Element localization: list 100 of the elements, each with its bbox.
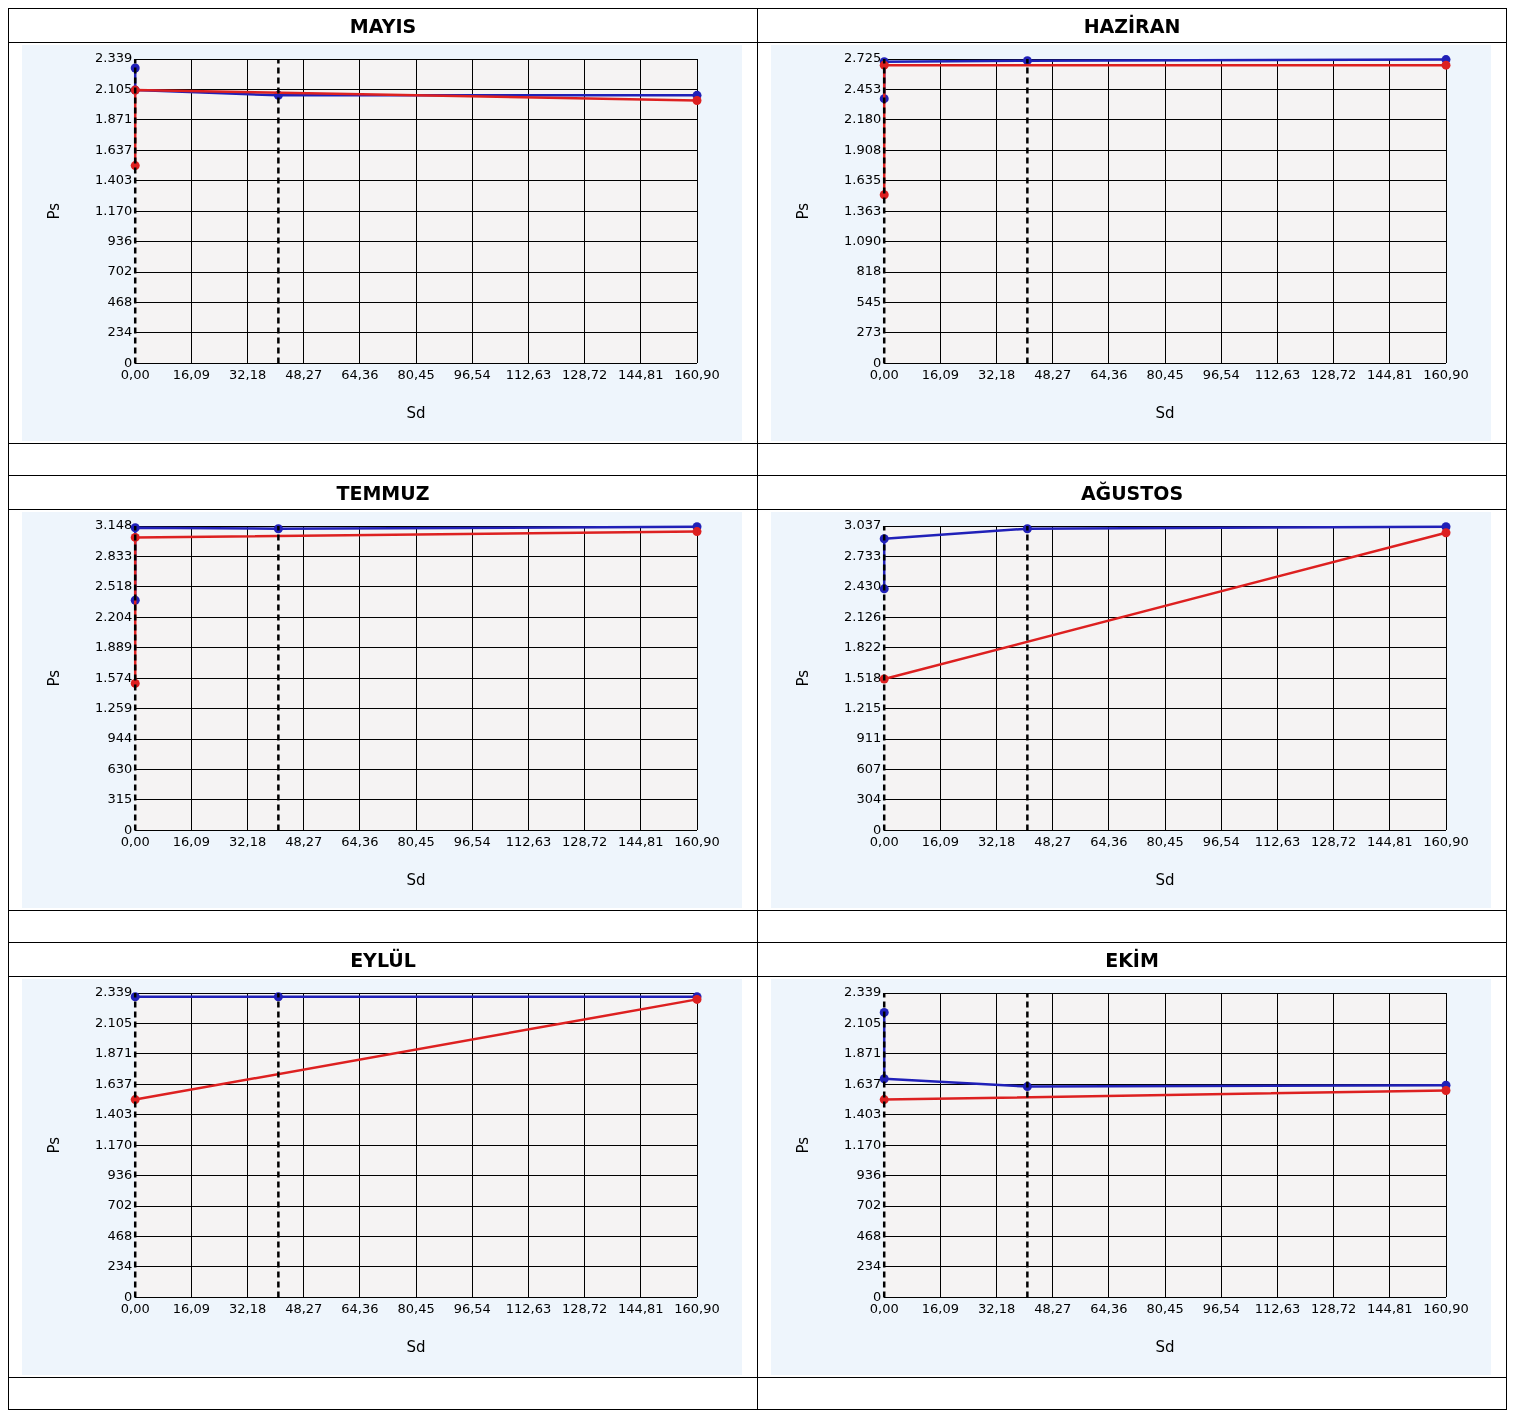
x-tick-label: 16,09 (921, 833, 959, 849)
x-tick-label: 96,54 (453, 1300, 491, 1316)
x-tick-label: 48,27 (285, 366, 323, 382)
x-tick-label: 48,27 (1034, 366, 1072, 382)
x-tick-label: 80,45 (1146, 366, 1184, 382)
x-tick-label: 112,63 (505, 833, 552, 849)
y-tick-label: 1.574 (95, 669, 133, 685)
x-tick-label: 64,36 (341, 1300, 379, 1316)
y-tick-label: 630 (107, 760, 133, 776)
y-tick-label: 2.339 (844, 984, 882, 1000)
y-tick-label: 2.833 (95, 547, 133, 563)
x-tick-label: 64,36 (341, 833, 379, 849)
y-tick-label: 1.170 (95, 202, 133, 218)
x-tick-label: 160,90 (674, 366, 720, 382)
y-tick-label: 1.637 (95, 141, 133, 157)
x-tick-label: 96,54 (453, 366, 491, 382)
x-tick-label: 160,90 (1423, 366, 1469, 382)
y-axis-title: Ps (793, 669, 812, 687)
x-tick-label: 48,27 (285, 833, 323, 849)
x-tick-label: 64,36 (1090, 366, 1128, 382)
x-tick-label: 96,54 (1202, 1300, 1240, 1316)
x-tick-label: 80,45 (397, 366, 435, 382)
x-tick-label: 32,18 (228, 1300, 267, 1316)
y-tick-label: 2.339 (95, 50, 133, 66)
x-axis-title: Sd (406, 870, 426, 889)
y-tick-label: 936 (856, 1166, 882, 1182)
chart-title: EYLÜL (350, 948, 416, 971)
x-tick-label: 80,45 (1146, 833, 1184, 849)
x-tick-label: 112,63 (505, 1300, 552, 1316)
point (1441, 528, 1451, 538)
x-tick-label: 128,72 (561, 366, 608, 382)
y-tick-label: 234 (856, 1258, 882, 1274)
x-tick-label: 128,72 (1310, 1300, 1357, 1316)
y-tick-label: 1.170 (844, 1136, 882, 1152)
y-tick-label: 1.637 (844, 1075, 882, 1091)
x-axis-title: Sd (1155, 870, 1175, 889)
point (692, 527, 702, 537)
x-tick-label: 64,36 (1090, 833, 1128, 849)
x-tick-label: 32,18 (977, 833, 1016, 849)
y-tick-label: 545 (856, 293, 882, 309)
y-tick-label: 1.637 (95, 1075, 133, 1091)
y-axis-title: Ps (793, 1136, 812, 1154)
y-tick-label: 1.518 (844, 669, 882, 685)
x-tick-label: 96,54 (453, 833, 491, 849)
y-tick-label: 702 (856, 1197, 882, 1213)
x-tick-label: 64,36 (341, 366, 379, 382)
x-tick-label: 64,36 (1090, 1300, 1128, 1316)
x-tick-label: 96,54 (1202, 833, 1240, 849)
x-tick-label: 128,72 (1310, 366, 1357, 382)
x-tick-label: 96,54 (1202, 366, 1240, 382)
y-tick-label: 818 (856, 263, 882, 279)
y-tick-label: 911 (856, 730, 882, 746)
x-tick-label: 160,90 (674, 833, 720, 849)
y-tick-label: 1.090 (844, 233, 882, 249)
x-tick-label: 48,27 (1034, 833, 1072, 849)
y-tick-label: 1.215 (844, 699, 882, 715)
y-tick-label: 234 (107, 324, 133, 340)
x-axis-title: Sd (406, 403, 426, 422)
y-tick-label: 2.180 (844, 111, 882, 127)
x-tick-label: 144,81 (1367, 1300, 1413, 1316)
x-tick-label: 128,72 (1310, 833, 1357, 849)
y-tick-label: 936 (107, 1166, 133, 1182)
x-tick-label: 16,09 (921, 366, 959, 382)
point (1441, 60, 1451, 70)
y-tick-label: 944 (107, 730, 133, 746)
y-tick-label: 273 (856, 324, 882, 340)
y-tick-label: 315 (107, 791, 133, 807)
y-axis-title: Ps (44, 202, 63, 220)
y-tick-label: 2.733 (844, 547, 882, 563)
y-tick-label: 1.170 (95, 1136, 133, 1152)
y-tick-label: 1.403 (95, 172, 133, 188)
chart-title: TEMMUZ (336, 481, 430, 504)
x-tick-label: 48,27 (1034, 1300, 1072, 1316)
y-tick-label: 1.403 (844, 1106, 882, 1122)
x-tick-label: 16,09 (921, 1300, 959, 1316)
x-tick-label: 144,81 (618, 1300, 664, 1316)
y-tick-label: 1.635 (844, 172, 882, 188)
x-tick-label: 16,09 (172, 833, 210, 849)
x-tick-label: 160,90 (674, 1300, 720, 1316)
y-tick-label: 1.871 (844, 1045, 882, 1061)
x-tick-label: 144,81 (1367, 833, 1413, 849)
x-tick-label: 144,81 (1367, 366, 1413, 382)
x-tick-label: 112,63 (1254, 833, 1301, 849)
y-tick-label: 3.037 (844, 517, 882, 533)
y-tick-label: 2.105 (95, 80, 133, 96)
x-tick-label: 32,18 (228, 366, 267, 382)
y-tick-label: 702 (107, 1197, 133, 1213)
x-tick-label: 144,81 (618, 833, 664, 849)
x-tick-label: 160,90 (1423, 1300, 1469, 1316)
chart-title: EKİM (1105, 948, 1159, 971)
y-tick-label: 468 (107, 293, 133, 309)
x-axis-title: Sd (1155, 403, 1175, 422)
y-tick-label: 2.204 (95, 608, 133, 624)
y-tick-label: 234 (107, 1258, 133, 1274)
y-tick-label: 1.259 (95, 700, 133, 716)
point (692, 96, 702, 106)
y-tick-label: 1.822 (844, 639, 882, 655)
x-tick-label: 32,18 (228, 833, 267, 849)
x-tick-label: 32,18 (977, 1300, 1016, 1316)
x-tick-label: 80,45 (1146, 1300, 1184, 1316)
